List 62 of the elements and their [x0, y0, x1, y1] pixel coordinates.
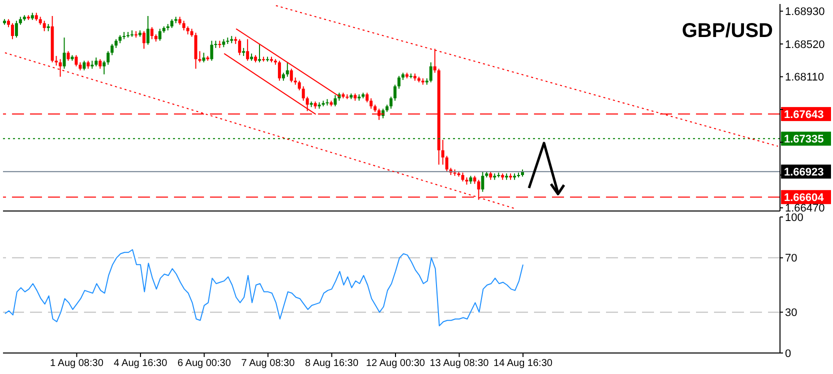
candlestick [286, 62, 289, 78]
candlestick [202, 52, 206, 63]
candlestick [298, 80, 301, 91]
y-tick-label: 1.68110 [785, 72, 824, 84]
candlestick [278, 60, 281, 82]
ref-line-label: 1.66923 [784, 166, 824, 179]
x-tick-label: 13 Aug 08:30 [430, 358, 490, 370]
y-tick-label: 1.68930 [785, 6, 825, 18]
ref-line-label: 1.67335 [784, 134, 824, 146]
candlestick [10, 22, 14, 40]
candlestick [370, 98, 373, 110]
candlestick [62, 37, 66, 70]
text: GBP/USD [682, 20, 773, 43]
y-tick-label: 1.68520 [785, 38, 825, 51]
candlestick [182, 20, 186, 31]
candlestick [142, 30, 146, 50]
candlestick [102, 60, 106, 75]
candlestick [66, 50, 70, 62]
candlestick [393, 84, 396, 102]
ref-line-label: 1.67643 [784, 109, 824, 122]
candlestick [238, 38, 242, 56]
candlestick [366, 92, 369, 103]
candlestick [441, 139, 444, 166]
y-tick-label: 70 [785, 252, 798, 265]
candlestick [74, 54, 78, 67]
candlestick [194, 32, 198, 70]
candlestick [246, 38, 250, 62]
candlestick [429, 62, 432, 83]
candlestick [445, 155, 448, 172]
candlestick [334, 94, 337, 107]
candlestick [258, 43, 262, 63]
y-tick-label: 0 [785, 348, 792, 360]
candlestick [302, 86, 305, 102]
candlestick [397, 75, 400, 90]
ref-line-label: 1.66604 [784, 192, 825, 204]
candlestick [110, 43, 114, 56]
candlestick [54, 55, 58, 66]
x-tick-label: 4 Aug 16:30 [114, 358, 168, 370]
x-tick-label: 8 Aug 16:30 [305, 358, 359, 370]
candlestick [210, 40, 214, 62]
candlestick [158, 28, 162, 42]
x-tick-label: 12 Aug 00:30 [366, 358, 426, 370]
candlestick [14, 20, 18, 38]
candlestick [42, 20, 46, 32]
candlestick [146, 15, 150, 46]
candlestick [150, 26, 154, 40]
candlestick [82, 60, 86, 71]
y-tick-label: 100 [785, 212, 804, 224]
candlestick [433, 48, 436, 74]
x-tick-label: 14 Aug 16:30 [494, 358, 553, 370]
line-series [4, 249, 524, 326]
candlestick [98, 58, 102, 70]
candlestick [106, 50, 110, 66]
candlestick [290, 68, 293, 83]
x-tick-label: 1 Aug 08:30 [50, 358, 104, 370]
candlestick [58, 58, 62, 78]
candlestick [306, 96, 309, 112]
x-tick-label: 6 Aug 00:30 [178, 358, 232, 370]
y-tick-label: 30 [785, 307, 798, 320]
x-tick-label: 7 Aug 08:30 [241, 358, 296, 370]
candlestick [390, 96, 393, 110]
candlestick [481, 171, 484, 192]
